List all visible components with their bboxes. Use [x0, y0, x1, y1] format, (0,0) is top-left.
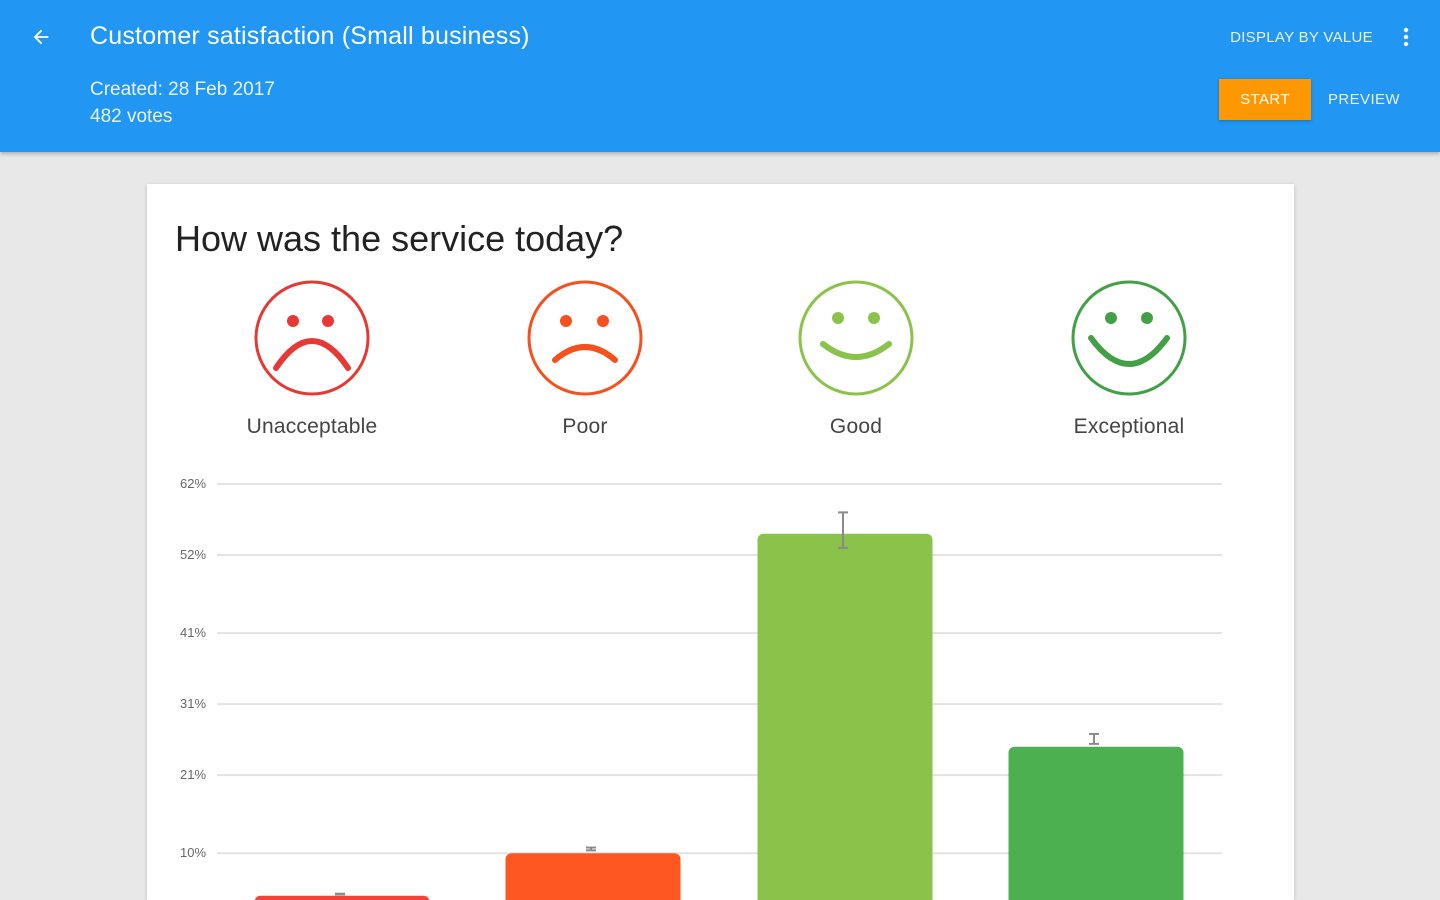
option-label: Good [829, 415, 883, 438]
option-exceptional[interactable]: Exceptional [1009, 278, 1249, 439]
results-bar-chart: 62% 52% 41% 31% 21% 10% [180, 476, 1222, 900]
app-bar: Customer satisfaction (Small business) C… [0, 0, 1440, 152]
vote-count: 482 votes [90, 106, 173, 127]
very-sad-face-icon [254, 280, 370, 396]
option-label: Exceptional [1073, 415, 1185, 438]
y-tick-label: 10% [180, 845, 206, 860]
happy-face-icon [798, 280, 914, 396]
error-bar [1089, 732, 1099, 745]
error-bar [586, 846, 596, 852]
very-happy-face-icon [1071, 280, 1187, 396]
survey-meta: Created: 28 Feb 2017 482 votes [90, 76, 275, 130]
y-tick-label: 62% [180, 476, 206, 491]
question-card: How was the service today? Unacceptable … [147, 184, 1294, 900]
more-options-button[interactable] [1394, 22, 1418, 52]
arrow-back-icon [33, 29, 49, 45]
more-vert-icon [1403, 27, 1409, 47]
option-unacceptable[interactable]: Unacceptable [192, 278, 432, 439]
y-tick-label: 41% [180, 625, 206, 640]
bar-poor [505, 853, 681, 900]
survey-title: Customer satisfaction (Small business) [90, 22, 530, 50]
question-text: How was the service today? [175, 218, 624, 259]
error-bar [335, 892, 345, 896]
preview-button[interactable]: PREVIEW [1322, 79, 1406, 120]
y-tick-label: 52% [180, 547, 206, 562]
created-date: Created: 28 Feb 2017 [90, 79, 275, 100]
y-tick-label: 31% [180, 696, 206, 711]
error-bar [838, 511, 848, 549]
sad-face-icon [527, 280, 643, 396]
option-label: Unacceptable [246, 415, 378, 438]
option-poor[interactable]: Poor [465, 278, 705, 439]
option-label: Poor [562, 415, 608, 438]
bar-unacceptable [254, 895, 430, 900]
option-good[interactable]: Good [736, 278, 976, 439]
back-button[interactable] [22, 18, 60, 56]
bar-exceptional [1008, 746, 1184, 900]
display-by-value-button[interactable]: DISPLAY BY VALUE [1230, 29, 1373, 46]
y-tick-label: 21% [180, 767, 206, 782]
start-button[interactable]: START [1219, 79, 1311, 120]
bar-good [757, 533, 933, 900]
